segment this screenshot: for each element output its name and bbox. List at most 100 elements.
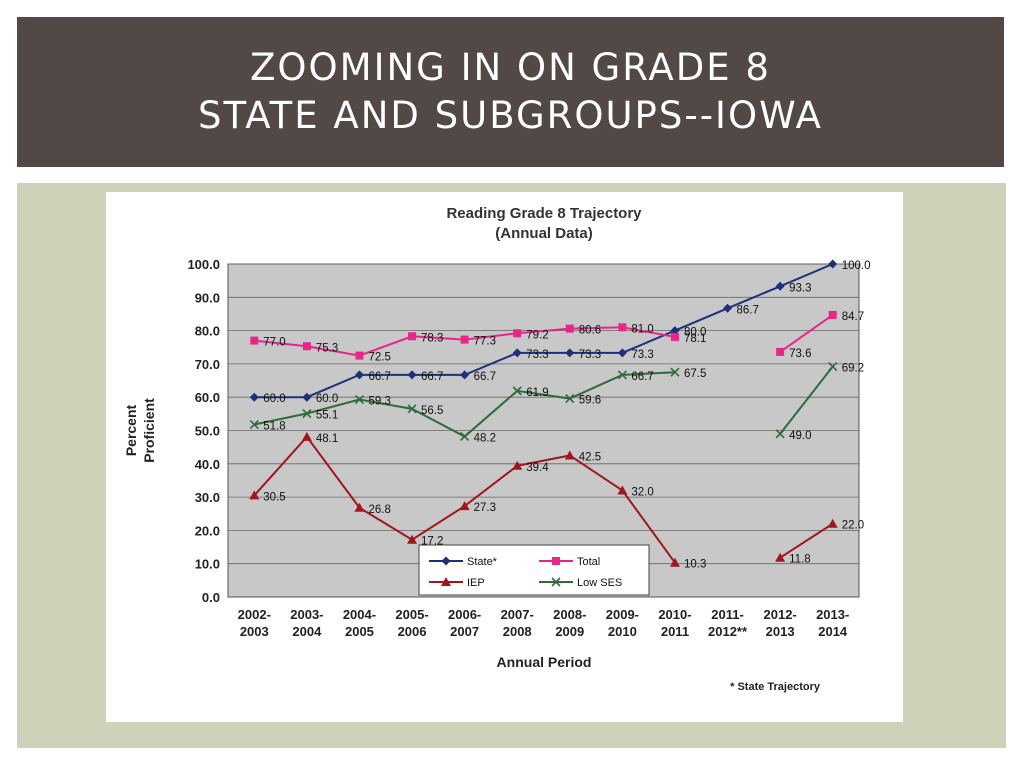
data-point-total bbox=[302, 342, 311, 351]
data-point-low-ses bbox=[460, 431, 470, 442]
y-tick-label: 50.0 bbox=[195, 424, 220, 439]
data-label-low-ses: 59.6 bbox=[579, 395, 601, 407]
legend-marker-low-ses bbox=[551, 577, 561, 587]
data-point-iep bbox=[617, 485, 628, 495]
x-tick-label: 2010- bbox=[658, 607, 691, 622]
x-tick-label: 2003- bbox=[290, 607, 323, 622]
x-tick-label: 2007 bbox=[450, 624, 479, 639]
y-tick-label: 100.0 bbox=[187, 257, 220, 272]
data-label-state: 93.3 bbox=[789, 282, 811, 294]
data-point-low-ses bbox=[249, 419, 259, 430]
data-point-iep bbox=[775, 552, 786, 562]
data-label-iep: 32.0 bbox=[631, 486, 653, 498]
legend-label-state: State* bbox=[467, 556, 498, 568]
data-point-total bbox=[408, 332, 417, 341]
data-point-state bbox=[512, 348, 522, 358]
legend-marker-state bbox=[441, 556, 451, 566]
slide-title-line-1: ZOOMING IN ON GRADE 8 bbox=[250, 46, 771, 89]
data-label-state: 60.0 bbox=[263, 393, 285, 405]
x-tick-label: 2004- bbox=[343, 607, 376, 622]
x-tick-label: 2006 bbox=[398, 624, 427, 639]
x-tick-label: 2009 bbox=[555, 624, 584, 639]
y-tick-label: 30.0 bbox=[195, 490, 220, 505]
data-label-low-ses: 61.9 bbox=[526, 387, 548, 399]
x-tick-label: 2013- bbox=[816, 607, 849, 622]
data-point-low-ses bbox=[828, 361, 838, 372]
data-label-state: 66.7 bbox=[368, 371, 390, 383]
data-point-low-ses bbox=[512, 386, 522, 396]
chart-title: Reading Grade 8 Trajectory bbox=[446, 205, 642, 222]
x-tick-label: 2012** bbox=[708, 624, 748, 639]
data-point-iep bbox=[512, 460, 523, 470]
data-point-low-ses bbox=[302, 408, 312, 419]
data-point-state bbox=[775, 281, 785, 291]
data-label-iep: 48.1 bbox=[316, 433, 338, 445]
data-label-total: 77.3 bbox=[474, 336, 496, 348]
data-label-state: 66.7 bbox=[421, 371, 443, 383]
data-point-total bbox=[460, 335, 469, 344]
legend-label-iep: IEP bbox=[467, 577, 485, 589]
data-point-low-ses bbox=[565, 393, 575, 404]
data-label-state: 60.0 bbox=[316, 393, 338, 405]
y-tick-label: 20.0 bbox=[195, 523, 220, 538]
data-label-state: 66.7 bbox=[474, 371, 496, 383]
x-tick-label: 2002- bbox=[238, 607, 271, 622]
data-point-state bbox=[407, 370, 417, 380]
data-label-low-ses: 69.2 bbox=[842, 363, 864, 375]
x-tick-label: 2004 bbox=[292, 624, 322, 639]
data-label-low-ses: 56.5 bbox=[421, 405, 443, 417]
data-point-low-ses bbox=[354, 394, 365, 405]
legend-label-low-ses: Low SES bbox=[577, 577, 622, 589]
x-tick-label: 2008 bbox=[503, 624, 532, 639]
data-label-total: 72.5 bbox=[368, 352, 390, 364]
data-point-iep bbox=[301, 431, 312, 441]
chart-subtitle: (Annual Data) bbox=[495, 225, 593, 242]
data-label-total: 78.3 bbox=[421, 332, 443, 344]
x-tick-label: 2013 bbox=[766, 624, 795, 639]
data-label-low-ses: 67.5 bbox=[684, 368, 706, 380]
data-point-iep bbox=[459, 501, 470, 511]
data-label-total: 75.3 bbox=[316, 342, 338, 354]
data-point-iep bbox=[669, 557, 680, 567]
y-tick-label: 80.0 bbox=[195, 324, 220, 339]
data-point-state bbox=[249, 392, 259, 402]
data-label-iep: 27.3 bbox=[474, 502, 496, 514]
chart-frame: 0.0 10.0 20.0 30.0 40.0 50.0 60.0 70.0 80.0 90.0 1… bbox=[106, 192, 903, 722]
series-line-state bbox=[254, 263, 834, 399]
data-point-iep bbox=[407, 534, 418, 544]
data-label-total: 81.0 bbox=[631, 323, 653, 335]
data-label-iep: 42.5 bbox=[579, 451, 601, 463]
data-point-state bbox=[565, 348, 575, 358]
data-point-state bbox=[670, 326, 680, 336]
data-point-total bbox=[828, 310, 837, 319]
data-label-low-ses: 55.1 bbox=[316, 410, 338, 422]
title-banner: ZOOMING IN ON GRADE 8 STATE AND SUBGROUP… bbox=[17, 17, 1004, 167]
slide-title-line-2: STATE AND SUBGROUPS--IOWA bbox=[198, 94, 823, 137]
data-label-low-ses: 59.3 bbox=[368, 396, 390, 408]
y-tick-label: 60.0 bbox=[195, 390, 220, 405]
data-label-iep: 22.0 bbox=[842, 520, 864, 532]
y-tick-label: 90.0 bbox=[195, 290, 220, 305]
data-label-iep: 30.5 bbox=[263, 491, 285, 503]
data-point-total bbox=[565, 324, 574, 333]
data-point-iep bbox=[249, 490, 260, 500]
data-label-state: 86.7 bbox=[737, 304, 759, 316]
legend-box bbox=[418, 544, 650, 596]
data-label-state: 73.3 bbox=[579, 349, 601, 361]
x-tick-label: 2003 bbox=[240, 624, 269, 639]
legend-marker-iep bbox=[441, 577, 451, 586]
series-line-iep bbox=[779, 522, 834, 559]
data-label-iep: 11.8 bbox=[789, 554, 811, 566]
y-tick-label: 40.0 bbox=[195, 457, 220, 472]
data-label-iep: 39.4 bbox=[526, 462, 549, 474]
data-point-low-ses bbox=[775, 429, 785, 439]
data-label-state: 73.3 bbox=[631, 349, 653, 361]
data-point-total bbox=[776, 347, 785, 356]
data-point-low-ses bbox=[407, 404, 417, 414]
data-point-total bbox=[355, 351, 364, 360]
data-point-low-ses bbox=[670, 367, 680, 377]
data-label-total: 84.7 bbox=[842, 311, 864, 323]
data-point-state bbox=[354, 370, 364, 380]
data-point-iep bbox=[354, 502, 365, 512]
legend-marker-total bbox=[552, 557, 560, 565]
